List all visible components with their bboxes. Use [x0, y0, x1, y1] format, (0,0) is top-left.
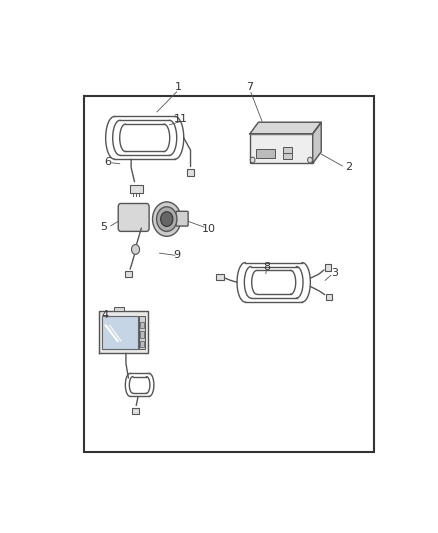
Bar: [140, 322, 144, 328]
Text: 2: 2: [345, 163, 352, 172]
Bar: [113, 306, 124, 311]
Circle shape: [157, 207, 177, 231]
Text: 6: 6: [104, 157, 111, 167]
Bar: [283, 147, 292, 152]
Polygon shape: [99, 311, 148, 353]
Circle shape: [307, 157, 312, 163]
Text: 3: 3: [331, 268, 338, 278]
Text: 8: 8: [263, 262, 271, 272]
Polygon shape: [313, 122, 321, 163]
Circle shape: [161, 212, 173, 227]
Bar: [325, 294, 332, 300]
Text: 7: 7: [246, 82, 254, 92]
FancyBboxPatch shape: [118, 204, 149, 231]
Text: 1: 1: [175, 82, 182, 92]
FancyBboxPatch shape: [176, 211, 188, 226]
Bar: [102, 317, 138, 349]
Text: 9: 9: [173, 250, 180, 260]
Circle shape: [131, 245, 140, 254]
Text: 11: 11: [173, 115, 187, 124]
Bar: [325, 264, 332, 271]
Bar: [125, 271, 132, 277]
Bar: [250, 134, 313, 163]
Bar: [140, 331, 144, 338]
Bar: [283, 154, 292, 159]
Text: 4: 4: [102, 310, 109, 320]
Bar: [132, 408, 138, 414]
Bar: [130, 184, 143, 193]
Text: 10: 10: [202, 224, 216, 234]
Polygon shape: [250, 122, 321, 134]
Circle shape: [250, 157, 255, 163]
Circle shape: [152, 202, 181, 236]
Bar: [216, 273, 224, 280]
Bar: [138, 317, 145, 349]
Bar: [140, 341, 144, 347]
Text: 5: 5: [100, 222, 107, 232]
Bar: [256, 149, 275, 158]
Bar: [187, 169, 194, 176]
Bar: [84, 95, 374, 452]
